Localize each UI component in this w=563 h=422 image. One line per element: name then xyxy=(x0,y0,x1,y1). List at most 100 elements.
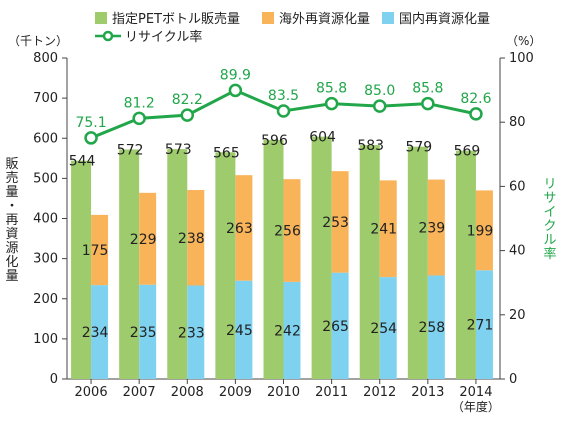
bar-domestic xyxy=(427,275,445,379)
rate-point xyxy=(324,96,339,111)
bar-overseas xyxy=(139,192,157,285)
left-tick-label: 700 xyxy=(33,91,58,106)
left-tick-label: 600 xyxy=(33,131,58,146)
left-axis-title: 販売量・再資源化量 xyxy=(5,157,19,284)
label-domestic: 235 xyxy=(130,325,157,341)
bar-domestic xyxy=(283,281,301,379)
rate-point xyxy=(132,111,146,126)
bar-pet-sales xyxy=(311,136,332,379)
label-domestic: 271 xyxy=(467,318,494,334)
x-tick-label: 2012 xyxy=(363,385,396,400)
rate-label: 85.8 xyxy=(412,81,443,97)
bar-pet-sales xyxy=(215,152,236,379)
right-tick-label: 60 xyxy=(509,179,526,194)
left-axis-unit: （千トン） xyxy=(8,34,69,48)
bar-domestic xyxy=(475,270,493,379)
label-overseas: 239 xyxy=(418,221,445,237)
bar-domestic xyxy=(91,285,109,379)
bar-overseas xyxy=(91,214,109,286)
legend-item-overseas: 海外再資源化量 xyxy=(262,8,370,27)
legend-label-domestic: 国内再資源化量 xyxy=(399,12,491,27)
bar-domestic xyxy=(139,284,157,379)
rate-label: 82.2 xyxy=(172,92,203,108)
left-tick-label: 400 xyxy=(33,212,58,227)
label-domestic: 233 xyxy=(178,325,205,341)
legend-label-rate: リサイクル率 xyxy=(125,30,203,45)
label-pet-sales: 544 xyxy=(69,154,96,170)
bar-domestic xyxy=(235,280,253,379)
left-tick-label: 200 xyxy=(33,292,58,307)
legend-label-overseas: 海外再資源化量 xyxy=(279,12,371,27)
rate-label: 85.0 xyxy=(364,83,395,99)
rate-point xyxy=(469,107,483,121)
legend-swatch-domestic xyxy=(382,11,394,24)
rate-point xyxy=(421,96,435,111)
label-overseas: 229 xyxy=(130,232,157,248)
bar-overseas xyxy=(475,190,493,271)
rate-point xyxy=(276,104,291,118)
right-tick-label: 80 xyxy=(509,115,526,130)
label-pet-sales: 583 xyxy=(357,138,384,154)
label-pet-sales: 573 xyxy=(165,142,192,158)
label-pet-sales: 572 xyxy=(117,142,144,158)
label-domestic: 265 xyxy=(322,319,349,335)
rate-label: 82.6 xyxy=(460,91,491,107)
bar-pet-sales xyxy=(407,146,428,379)
bar-overseas xyxy=(283,179,301,282)
rate-point xyxy=(228,83,243,98)
label-pet-sales: 604 xyxy=(309,130,336,146)
rate-label: 89.9 xyxy=(220,67,251,83)
x-tick-label: 2014 xyxy=(459,385,492,400)
x-tick-label: 2010 xyxy=(267,385,300,400)
bar-pet-sales xyxy=(119,149,140,379)
left-tick-label: 0 xyxy=(50,372,58,387)
right-axis-title: リサイクル率 xyxy=(543,177,557,262)
label-domestic: 242 xyxy=(274,323,301,339)
bar-overseas xyxy=(331,171,349,273)
label-pet-sales: 569 xyxy=(454,144,481,160)
bar-overseas xyxy=(427,179,445,276)
x-tick-label: 2006 xyxy=(75,385,108,400)
legend-item-pet-sales: 指定PETボトル販売量 xyxy=(95,8,240,27)
label-overseas: 263 xyxy=(226,221,253,237)
bar-domestic xyxy=(331,272,349,379)
rate-point xyxy=(180,108,195,122)
label-overseas: 238 xyxy=(178,231,205,247)
rate-point xyxy=(372,99,387,113)
chart-legend: 指定PETボトル販売量 海外再資源化量 国内再資源化量 リサイクル率 xyxy=(0,4,563,45)
label-overseas: 241 xyxy=(370,222,397,238)
left-tick-label: 300 xyxy=(33,252,58,267)
label-overseas: 253 xyxy=(322,215,349,231)
label-domestic: 254 xyxy=(370,321,397,337)
right-tick-label: 100 xyxy=(509,51,534,66)
label-overseas: 199 xyxy=(467,223,494,239)
x-tick-label: 2013 xyxy=(411,385,444,400)
rate-label: 81.2 xyxy=(124,95,155,111)
bar-pet-sales xyxy=(263,139,284,379)
right-tick-label: 0 xyxy=(509,372,517,387)
left-tick-label: 500 xyxy=(33,171,58,186)
legend-item-rate: リサイクル率 xyxy=(95,26,202,45)
label-overseas: 175 xyxy=(82,243,109,259)
x-tick-label: 2007 xyxy=(123,385,156,400)
right-tick-label: 40 xyxy=(509,244,526,259)
label-domestic: 245 xyxy=(226,323,253,339)
left-tick-label: 800 xyxy=(33,51,58,66)
bar-overseas xyxy=(379,180,397,278)
rate-label: 75.1 xyxy=(75,115,106,131)
bar-pet-sales xyxy=(455,150,476,379)
rate-label: 83.5 xyxy=(268,88,299,104)
bar-pet-sales xyxy=(359,145,380,379)
label-pet-sales: 565 xyxy=(213,145,240,161)
legend-swatch-overseas xyxy=(262,11,274,24)
rate-label: 85.8 xyxy=(316,81,347,97)
bar-domestic xyxy=(379,277,397,379)
label-overseas: 256 xyxy=(274,224,301,240)
x-axis-unit: （年度） xyxy=(452,399,500,414)
bar-overseas xyxy=(235,175,253,281)
bar-overseas xyxy=(187,190,205,286)
x-tick-label: 2011 xyxy=(315,385,348,400)
label-pet-sales: 596 xyxy=(261,133,288,149)
legend-line-marker xyxy=(95,30,121,41)
